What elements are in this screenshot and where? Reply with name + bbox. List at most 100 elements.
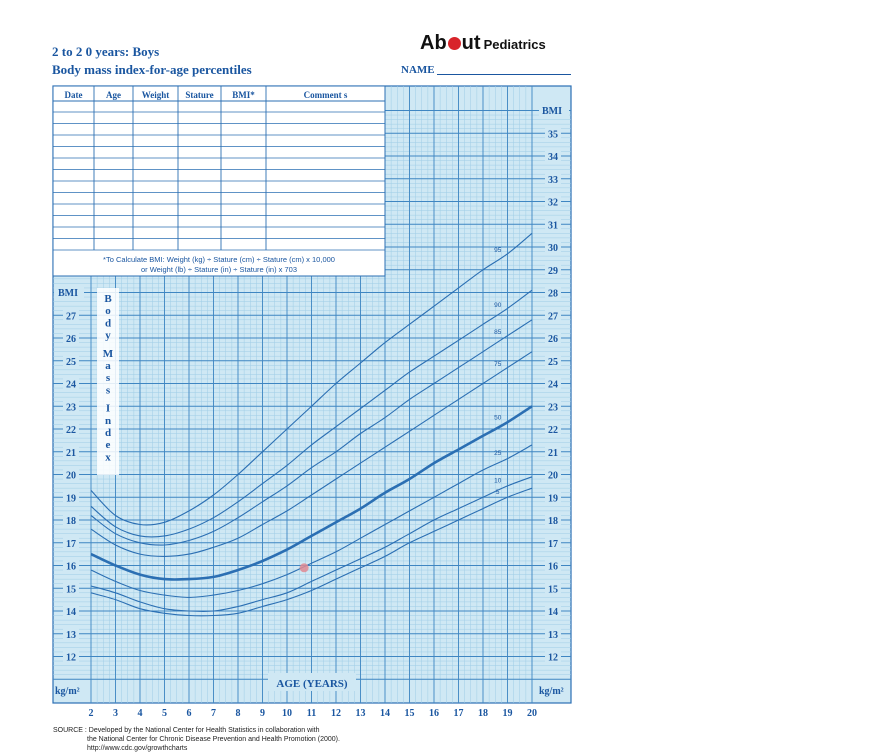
- y-tick-right-bg: [545, 582, 561, 595]
- vertical-title-char: s: [106, 384, 111, 396]
- x-tick-label: 17: [454, 708, 464, 719]
- brand-pre: Ab: [420, 32, 447, 54]
- y-tick-left-bg: [63, 650, 79, 663]
- bmi-left-bg: [54, 285, 84, 298]
- unit-left: kg/m²: [55, 686, 80, 697]
- percentile-curve-5: [90, 487, 533, 617]
- vertical-title-char: n: [105, 415, 111, 427]
- y-tick-left-bg: [63, 309, 79, 322]
- y-tick-right: 34: [548, 152, 558, 163]
- y-tick-left: 27: [66, 311, 76, 322]
- percentile-curve-25: [90, 444, 533, 598]
- chart-title-line2: Body mass index-for-age percentiles: [52, 62, 252, 77]
- y-tick-right: 20: [548, 471, 558, 482]
- y-tick-right: 35: [548, 129, 558, 140]
- x-tick-label: 15: [405, 708, 415, 719]
- y-tick-left-bg: [63, 354, 79, 367]
- x-tick-label: 12: [331, 708, 341, 719]
- percentile-label-95: 95: [494, 247, 502, 254]
- unit-right-bg: [537, 680, 570, 696]
- y-tick-right-bg: [545, 172, 561, 185]
- y-tick-right-bg: [545, 445, 561, 458]
- y-tick-right-bg: [545, 627, 561, 640]
- vertical-title-char: B: [104, 293, 112, 305]
- y-tick-right-bg: [545, 241, 561, 253]
- y-tick-left: 19: [66, 493, 76, 504]
- x-tick-label: 3: [113, 708, 118, 719]
- y-tick-right-bg: [545, 263, 561, 276]
- bmi-formula-line2: or Weight (lb) ÷ Stature (in) ÷ Stature …: [141, 265, 297, 274]
- percentile-label-10: 10: [494, 477, 502, 484]
- x-tick-label: 16: [429, 708, 439, 719]
- y-tick-right: 30: [548, 243, 558, 254]
- brand-post: ut: [461, 32, 481, 54]
- bmi-formula-line1: *To Calculate BMI: Weight (kg) ÷ Stature…: [103, 255, 335, 264]
- vertical-title-panel: [97, 288, 119, 475]
- bmi-left-label: BMI: [58, 288, 78, 299]
- y-tick-right-bg: [545, 468, 561, 481]
- name-field[interactable]: [437, 74, 571, 75]
- y-tick-right-bg: [545, 491, 561, 504]
- y-tick-left-bg: [63, 332, 79, 344]
- percentile-label-75: 75: [494, 361, 502, 368]
- bmi-right-label: BMI: [542, 106, 562, 117]
- vertical-title-char: y: [105, 330, 111, 342]
- name-label: NAME: [401, 64, 435, 76]
- y-tick-right-bg: [545, 309, 561, 322]
- y-tick-left-bg: [63, 377, 79, 390]
- y-tick-right: 24: [548, 380, 558, 391]
- brand-suffix: Pediatrics: [483, 37, 546, 52]
- y-tick-right: 27: [548, 311, 558, 322]
- x-axis-title: AGE (YEARS): [276, 678, 348, 690]
- x-tick-label: 11: [307, 708, 316, 719]
- y-tick-right-bg: [545, 286, 561, 299]
- vertical-title-char: M: [103, 348, 114, 360]
- y-tick-right: 21: [548, 448, 558, 459]
- percentile-label-50: 50: [494, 415, 502, 422]
- vertical-title-char: I: [106, 403, 110, 415]
- y-tick-left: 14: [66, 607, 76, 618]
- brand-dot-icon: [447, 37, 461, 50]
- x-tick-label: 2: [89, 708, 94, 719]
- percentile-curve-75: [90, 351, 533, 557]
- percentile-label-85: 85: [494, 329, 502, 336]
- percentile-curve-85: [90, 319, 533, 546]
- y-tick-right-bg: [545, 559, 561, 572]
- y-tick-right: 26: [548, 334, 558, 345]
- y-tick-left: 25: [66, 357, 76, 368]
- y-tick-left: 20: [66, 471, 76, 482]
- bmi-right-bg: [539, 104, 569, 117]
- y-tick-right-bg: [545, 377, 561, 390]
- about-logo[interactable]: Ab ut Pediatrics: [420, 32, 546, 55]
- y-tick-right-bg: [545, 536, 561, 549]
- y-tick-right: 18: [548, 516, 558, 527]
- x-tick-label: 8: [236, 708, 241, 719]
- y-tick-right-bg: [545, 332, 561, 344]
- table-header-1: Age: [106, 90, 121, 100]
- y-tick-right: 25: [548, 357, 558, 368]
- y-tick-right: 28: [548, 289, 558, 300]
- vertical-title-char: s: [106, 372, 111, 384]
- x-tick-label: 5: [162, 708, 167, 719]
- y-tick-right: 15: [548, 584, 558, 595]
- table-header-4: BMI*: [232, 90, 255, 100]
- table-header-5: Comment s: [304, 90, 348, 100]
- x-title-bg: [268, 673, 356, 691]
- y-tick-right: 17: [548, 539, 558, 550]
- vertical-title-char: d: [105, 427, 111, 439]
- y-tick-left-bg: [63, 514, 79, 526]
- y-tick-left: 23: [66, 402, 76, 413]
- table-header-2: Weight: [142, 90, 170, 100]
- vertical-title-char: a: [105, 360, 111, 372]
- unit-right: kg/m²: [539, 686, 564, 697]
- x-tick-label: 19: [503, 708, 513, 719]
- y-tick-right: 19: [548, 493, 558, 504]
- y-tick-left-bg: [63, 468, 79, 481]
- y-tick-left: 12: [66, 653, 76, 664]
- y-tick-left-bg: [63, 582, 79, 595]
- table-header-0: Date: [65, 90, 83, 100]
- y-tick-left-bg: [63, 491, 79, 504]
- percentile-label-5: 5: [496, 489, 500, 496]
- y-tick-right-bg: [545, 354, 561, 367]
